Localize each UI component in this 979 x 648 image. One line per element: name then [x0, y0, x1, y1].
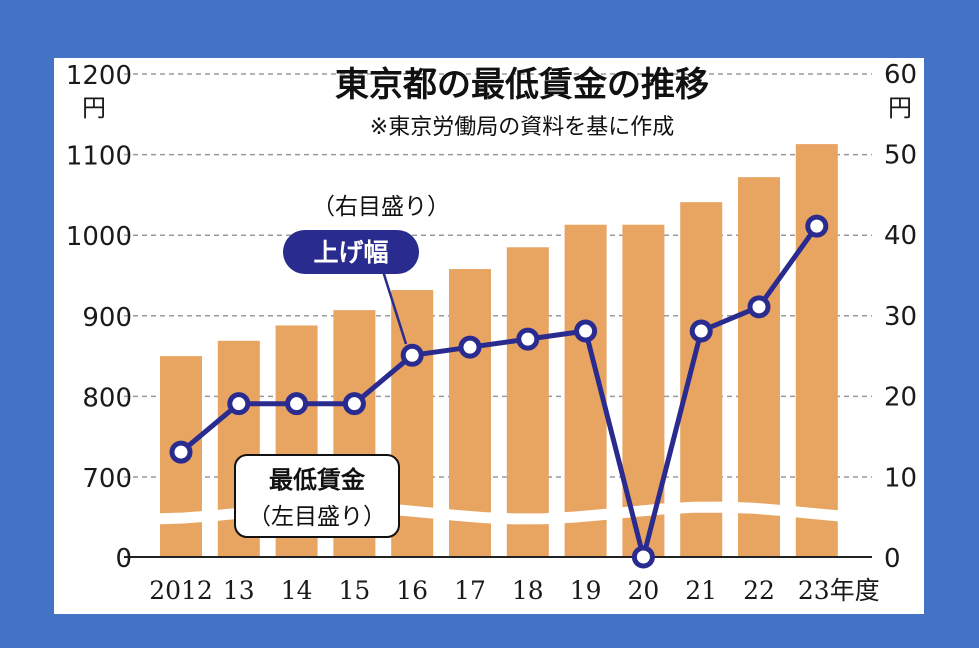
x-tick-label: 20	[627, 576, 659, 605]
wage-bar	[449, 269, 491, 557]
minimum-wage-chart: 2012 13 14 15 16 17 18 19 20 21 22 23年度070080090010…	[66, 60, 917, 605]
right-tick-label: 0	[884, 544, 901, 574]
x-tick-label: 16	[396, 576, 428, 605]
wage-label-box	[234, 454, 400, 538]
raise-point	[805, 214, 829, 238]
x-tick-label: 21	[685, 576, 717, 605]
raise-point	[574, 319, 598, 343]
left-tick-label: 1000	[66, 222, 132, 252]
wage-bar	[506, 247, 549, 558]
right-tick-label: 40	[884, 221, 917, 251]
wage-bar	[795, 144, 838, 557]
raise-axis-note: （右目盛り）	[312, 194, 450, 220]
x-tick-label: 17	[454, 576, 486, 605]
right-axis-unit: 円	[888, 94, 912, 122]
x-tick-label: 15	[338, 576, 370, 605]
right-tick-label: 20	[884, 383, 917, 413]
x-tick-label: 18	[512, 576, 544, 605]
right-tick-label: 10	[884, 463, 917, 493]
chart-panel: 2012 13 14 15 16 17 18 19 20 21 22 23年度 0 700 800 900 10…	[54, 58, 924, 614]
left-tick-label: 700	[82, 464, 132, 494]
raise-point	[747, 295, 771, 319]
left-tick-label: 900	[82, 303, 132, 333]
left-axis-unit: 円	[82, 94, 106, 122]
chart-title: 東京都の最低賃金の推移	[335, 65, 709, 105]
raise-point	[516, 327, 540, 351]
wage-axis-note: （左目盛り）	[248, 504, 386, 530]
wage-label: 最低賃金	[269, 466, 366, 494]
x-tick-label: 23年度	[798, 576, 880, 605]
wage-bar	[738, 177, 780, 557]
raise-point	[400, 343, 424, 367]
chart-subtitle: ※東京労働局の資料を基に作成	[370, 115, 674, 140]
raise-point	[689, 319, 713, 343]
x-tick-label: 22	[743, 576, 775, 605]
raise-label-box	[283, 230, 419, 274]
raise-point	[342, 392, 366, 416]
raise-point	[169, 440, 193, 464]
raise-label: 上げ幅	[313, 238, 388, 267]
left-tick-label: 0	[115, 544, 132, 574]
raise-point	[631, 545, 655, 569]
right-tick-label: 50	[884, 141, 917, 171]
x-tick-label: 19	[570, 576, 602, 605]
left-tick-label: 800	[82, 383, 132, 413]
x-tick-label: 14	[281, 576, 313, 605]
x-tick-label: 13	[223, 576, 255, 605]
right-tick-label: 60	[884, 60, 917, 90]
left-tick-label: 1100	[66, 142, 132, 172]
raise-point	[227, 392, 251, 416]
raise-label-pointer	[380, 267, 408, 345]
right-tick-label: 30	[884, 302, 917, 332]
x-tick-label: 2012	[149, 576, 213, 605]
raise-point	[458, 335, 482, 359]
raise-point	[285, 392, 309, 416]
left-tick-label: 1200	[66, 61, 132, 91]
